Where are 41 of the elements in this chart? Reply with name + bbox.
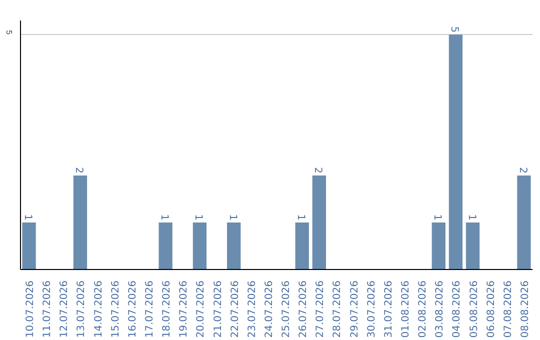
x-tick-label: 10.07.2026: [25, 280, 36, 338]
x-tick-label: 06.08.2026: [486, 280, 497, 338]
x-tick-label: 26.07.2026: [298, 280, 310, 338]
x-tick-label: 18.07.2026: [162, 280, 173, 338]
x-tick-label: 02.08.2026: [418, 280, 429, 338]
x-tick-label: 07.08.2026: [502, 280, 514, 338]
x-tick-label: 05.08.2026: [468, 280, 480, 338]
x-tick-label: 22.07.2026: [230, 280, 241, 338]
x-tick-label: 21.07.2026: [212, 280, 224, 338]
data-label: 1: [295, 214, 306, 221]
x-tick-label: 15.07.2026: [110, 280, 122, 338]
x-tick-label: 08.08.2026: [520, 280, 531, 338]
data-label: 1: [158, 214, 170, 221]
data-label: 5: [448, 26, 460, 33]
x-tick-label: 29.07.2026: [349, 280, 360, 338]
data-label: 2: [516, 167, 528, 174]
data-label: 1: [192, 214, 204, 221]
x-tick-label: 14.07.2026: [93, 280, 104, 338]
x-tick-label: 01.08.2026: [400, 280, 412, 338]
x-tick-label: 31.07.2026: [383, 280, 394, 338]
data-label: 1: [432, 214, 443, 221]
x-tick-label: 24.07.2026: [264, 280, 275, 338]
data-label: 1: [226, 214, 238, 221]
x-tick-label: 13.07.2026: [76, 280, 88, 338]
data-label: 1: [22, 214, 34, 221]
x-tick-label: 20.07.2026: [196, 280, 207, 338]
data-label: 1: [466, 214, 477, 221]
x-tick-label: 12.07.2026: [59, 280, 70, 338]
x-tick-label: 23.07.2026: [246, 280, 258, 338]
data-label: 2: [73, 167, 84, 174]
x-tick-label: 28.07.2026: [332, 280, 344, 338]
x-tick-label: 19.07.2026: [178, 280, 190, 338]
x-tick-label: 25.07.2026: [281, 280, 292, 338]
x-tick-label: 16.07.2026: [127, 280, 138, 338]
x-tick-label: 17.07.2026: [144, 280, 156, 338]
x-tick-label: 04.08.2026: [452, 280, 463, 338]
x-tick-label: 03.08.2026: [434, 280, 446, 338]
x-tick-label: 11.07.2026: [42, 280, 54, 338]
data-label: 2: [312, 167, 324, 174]
x-tick-label: 27.07.2026: [315, 280, 326, 338]
x-tick-label: 30.07.2026: [366, 280, 378, 338]
